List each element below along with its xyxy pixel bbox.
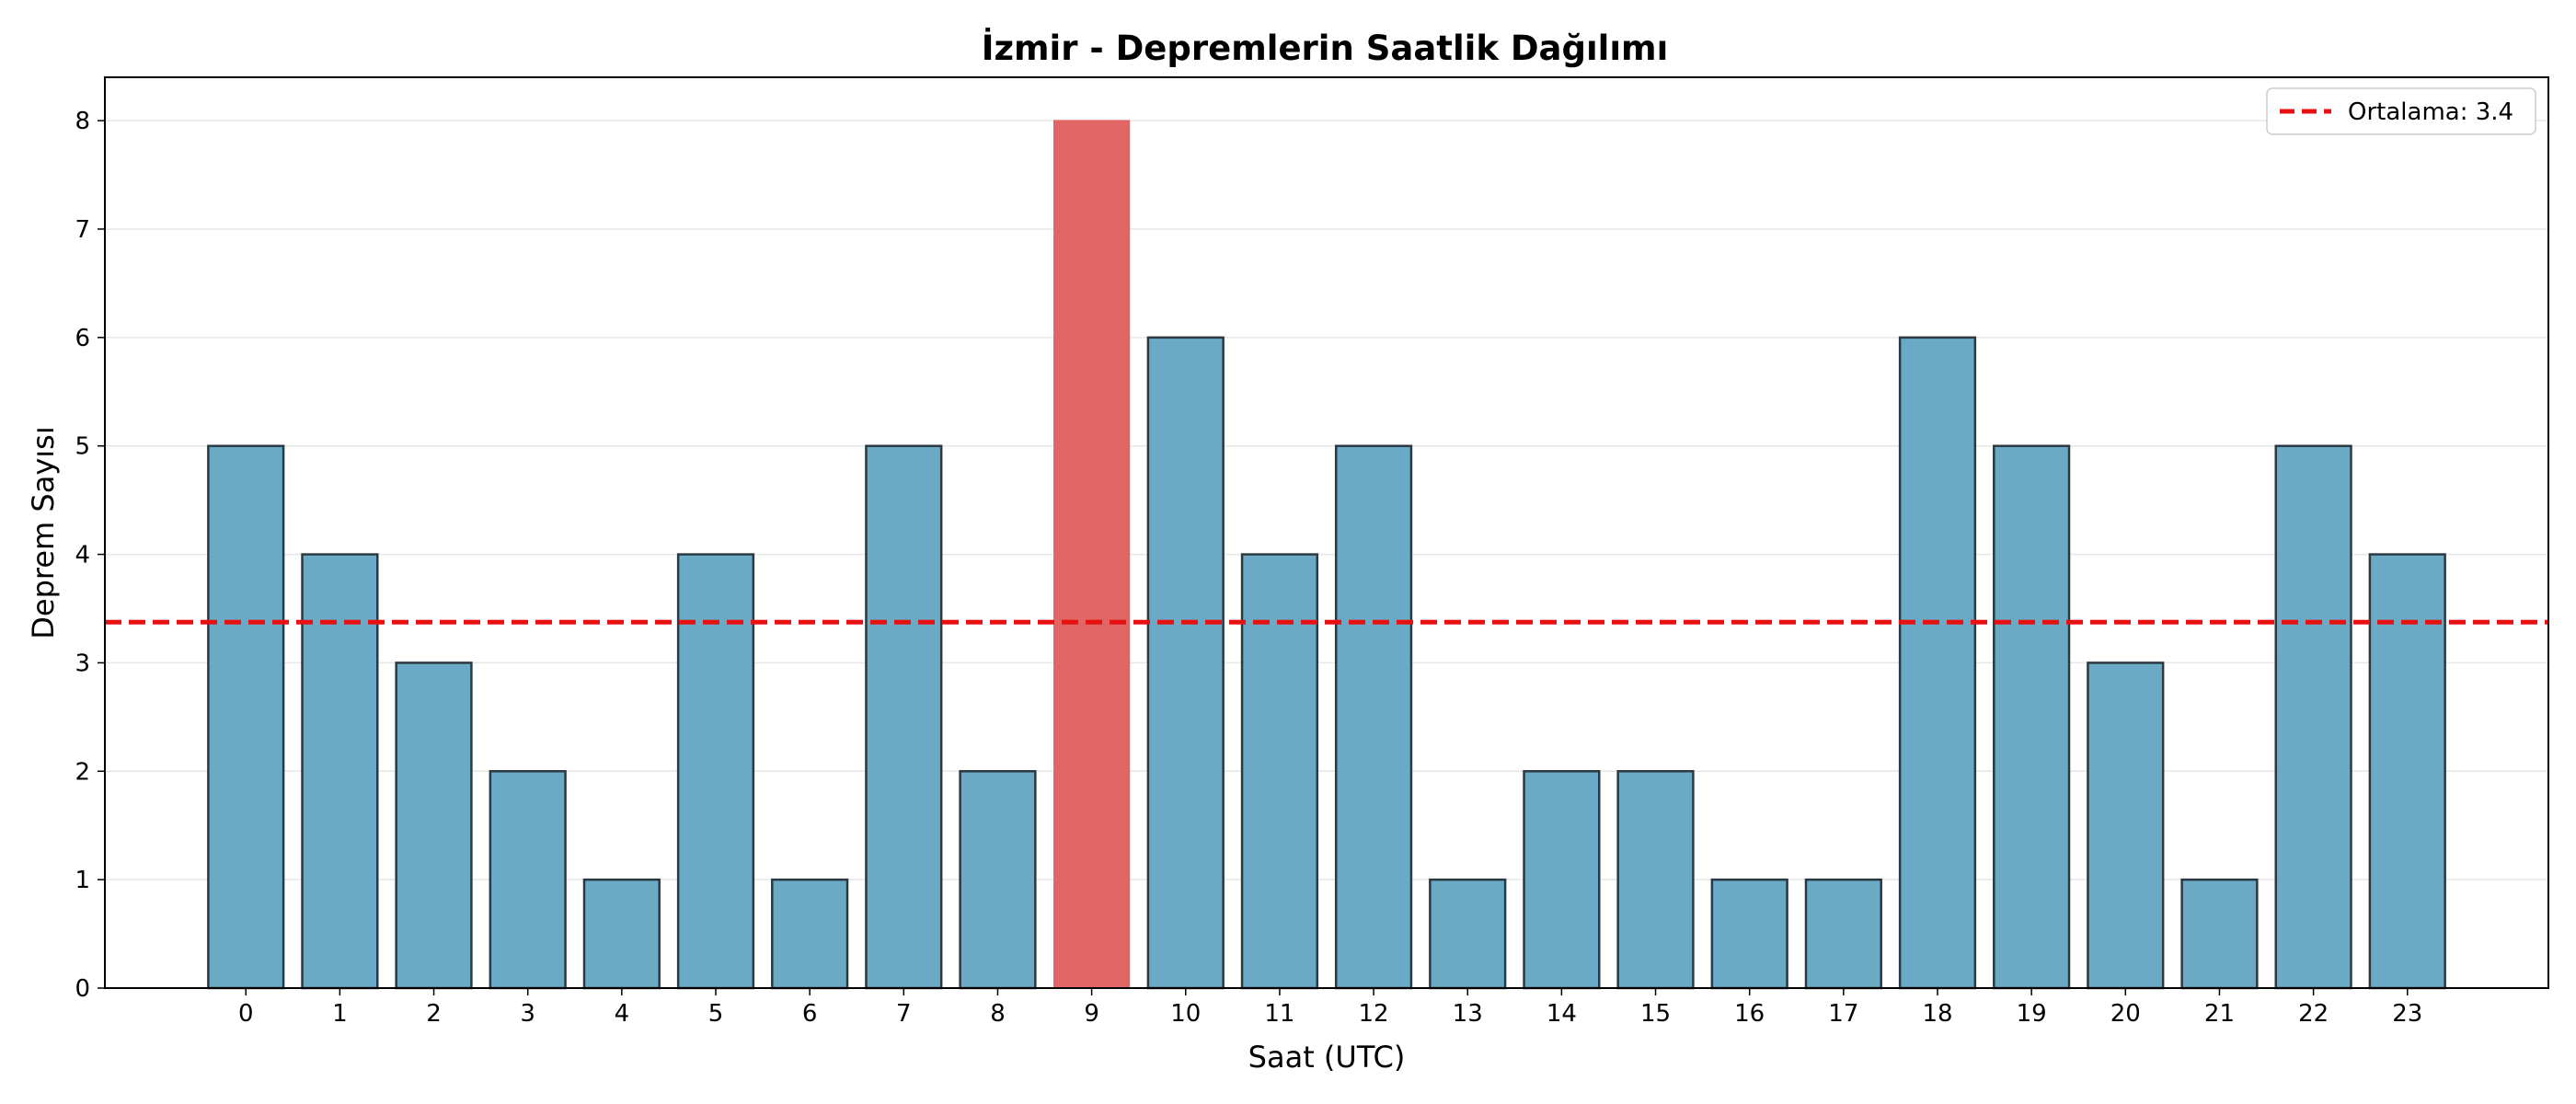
- x-tick-label: 9: [1084, 1000, 1099, 1028]
- y-tick-label: 7: [75, 216, 90, 244]
- bar-hour-20: [2087, 661, 2165, 990]
- y-axis-label: Deprem Sayısı: [26, 426, 61, 638]
- x-tick-label: 0: [238, 1000, 254, 1028]
- bar-hour-6: [771, 878, 849, 990]
- bar-hour-8: [959, 770, 1037, 990]
- x-axis-label: Saat (UTC): [1248, 1040, 1406, 1075]
- y-tick-label: 4: [75, 542, 90, 569]
- x-tick-label: 22: [2298, 1000, 2329, 1028]
- bar-hour-1: [301, 553, 379, 990]
- bar-hour-18: [1898, 336, 1977, 990]
- x-tick-label: 20: [2110, 1000, 2141, 1028]
- bar-hour-21: [2180, 878, 2259, 990]
- x-axis-ticks: 0 1 2 3 4 5 6 7 8 9 10 11 12 13 14 15 16 17 18 19 20 21 22 23: [238, 988, 2422, 1028]
- bar-hour-3: [489, 770, 567, 990]
- x-tick-label: 14: [1547, 1000, 1577, 1028]
- plot-frame: [104, 76, 2549, 989]
- x-tick-label: 19: [2017, 1000, 2047, 1028]
- y-tick-label: 0: [75, 975, 90, 1003]
- legend: Ortalama: 3.4: [2266, 87, 2536, 135]
- x-tick-label: 13: [1453, 1000, 1483, 1028]
- x-tick-label: 8: [990, 1000, 1006, 1028]
- bar-hour-13: [1429, 878, 1507, 990]
- y-tick-label: 2: [75, 758, 90, 786]
- y-tick-label: 3: [75, 650, 90, 677]
- bar-hour-14: [1523, 770, 1601, 990]
- x-tick-label: 21: [2204, 1000, 2235, 1028]
- x-tick-label: 7: [896, 1000, 912, 1028]
- x-tick-label: 3: [520, 1000, 535, 1028]
- bar-hour-16: [1710, 878, 1788, 990]
- legend-mean-label: Ortalama: 3.4: [2348, 98, 2513, 126]
- bar-hour-7: [865, 444, 943, 990]
- bar-hour-9: [1053, 120, 1131, 989]
- y-axis-ticks: 0 1 2 3 4 5 6 7 8: [75, 108, 105, 1003]
- x-tick-label: 2: [426, 1000, 442, 1028]
- bar-hour-2: [395, 661, 473, 990]
- bar-hour-22: [2274, 444, 2352, 990]
- bar-hour-5: [676, 553, 755, 990]
- bar-hour-11: [1240, 553, 1319, 990]
- bar-hour-23: [2368, 553, 2446, 990]
- x-tick-label: 4: [615, 1000, 630, 1028]
- bar-hour-17: [1804, 878, 1882, 990]
- bar-hour-12: [1334, 444, 1413, 990]
- bar-hour-10: [1146, 336, 1225, 990]
- x-tick-label: 16: [1734, 1000, 1765, 1028]
- y-tick-label: 6: [75, 325, 90, 352]
- x-tick-label: 6: [802, 1000, 818, 1028]
- y-tick-label: 1: [75, 867, 90, 894]
- x-tick-label: 18: [1922, 1000, 1952, 1028]
- chart-title: İzmir - Depremlerin Saatlik Dağılımı: [982, 28, 1669, 68]
- x-tick-label: 15: [1640, 1000, 1671, 1028]
- y-tick-label: 8: [75, 108, 90, 135]
- x-tick-label: 12: [1359, 1000, 1389, 1028]
- bars: [207, 120, 2446, 990]
- bar-hour-15: [1616, 770, 1695, 990]
- bar-hour-4: [582, 878, 661, 990]
- bar-hour-0: [207, 444, 285, 990]
- y-tick-label: 5: [75, 433, 90, 461]
- x-tick-label: 17: [1828, 1000, 1858, 1028]
- x-tick-label: 10: [1170, 1000, 1201, 1028]
- x-tick-label: 5: [708, 1000, 724, 1028]
- x-tick-label: 1: [332, 1000, 348, 1028]
- legend-box: [2266, 87, 2536, 135]
- x-tick-label: 23: [2392, 1000, 2422, 1028]
- bar-hour-19: [1993, 444, 2071, 990]
- x-tick-label: 11: [1264, 1000, 1294, 1028]
